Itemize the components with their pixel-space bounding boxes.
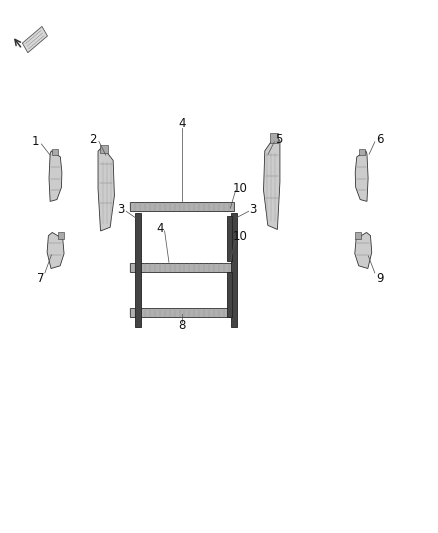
Text: 8: 8 — [178, 319, 186, 333]
Bar — [227, 272, 232, 317]
Bar — [231, 214, 237, 327]
Text: 1: 1 — [32, 135, 39, 148]
Bar — [130, 309, 234, 317]
Text: 6: 6 — [376, 133, 384, 146]
Text: 10: 10 — [233, 230, 247, 243]
Text: 5: 5 — [276, 133, 283, 146]
Text: 9: 9 — [376, 272, 384, 285]
Text: 7: 7 — [37, 272, 44, 285]
Text: 2: 2 — [89, 133, 96, 146]
Bar — [52, 149, 58, 155]
Polygon shape — [47, 232, 64, 269]
Polygon shape — [98, 147, 114, 231]
Bar — [227, 216, 232, 261]
Bar — [58, 232, 64, 239]
Text: 10: 10 — [233, 182, 247, 195]
Bar — [130, 203, 234, 211]
Polygon shape — [22, 27, 47, 53]
Bar — [355, 232, 360, 239]
Polygon shape — [355, 232, 372, 269]
Bar — [135, 214, 141, 327]
Bar — [270, 133, 278, 143]
Polygon shape — [264, 135, 280, 230]
Text: 4: 4 — [156, 222, 164, 235]
Bar — [130, 263, 234, 272]
Polygon shape — [49, 151, 62, 201]
Bar — [100, 144, 108, 153]
Bar — [359, 149, 365, 155]
Text: 4: 4 — [178, 117, 186, 130]
Text: 3: 3 — [249, 203, 257, 216]
Polygon shape — [355, 151, 368, 201]
Text: 3: 3 — [117, 203, 125, 216]
